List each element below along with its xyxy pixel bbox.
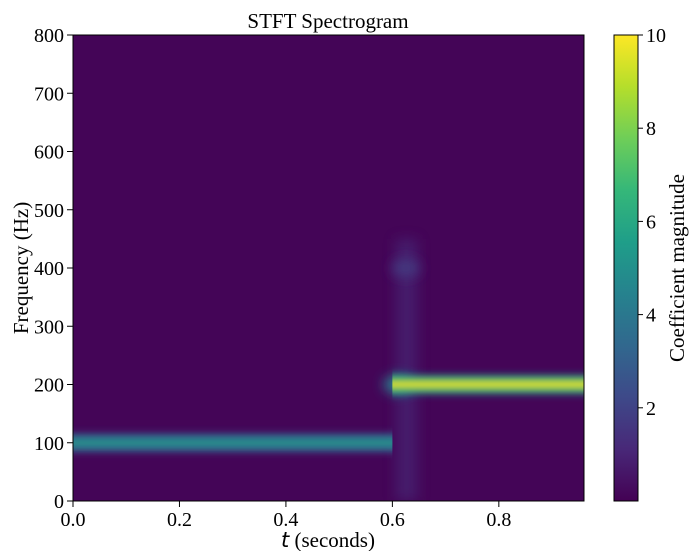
y-tick-label: 100	[34, 433, 64, 455]
plot-area	[72, 34, 585, 502]
x-axis-variable: t	[281, 528, 290, 551]
colorbar: 2 4 6 8 10 Coefficient magnitude	[613, 25, 689, 502]
colorbar-ticks: 2 4 6 8 10	[638, 25, 666, 420]
y-tick-label: 300	[34, 316, 64, 338]
transition-leakage	[395, 238, 418, 501]
chart-title: STFT Spectrogram	[247, 9, 408, 33]
y-tick-label: 700	[34, 83, 64, 105]
x-tick-label: 0.0	[61, 509, 86, 531]
x-tick-label: 0.4	[273, 509, 298, 531]
colorbar-tick-label: 8	[646, 118, 656, 140]
colorbar-tick-label: 4	[646, 305, 656, 327]
plot-background	[73, 35, 584, 501]
y-tick-label: 400	[34, 258, 64, 280]
frequency-band-0	[73, 438, 393, 447]
y-tick-label: 800	[34, 25, 64, 47]
colorbar-label: Coefficient magnitude	[665, 174, 689, 362]
x-axis-unit: (seconds)	[289, 528, 375, 551]
x-tick-label: 0.2	[167, 509, 192, 531]
y-tick-label: 500	[34, 200, 64, 222]
colorbar-tick-label: 2	[646, 398, 656, 420]
colorbar-tick-label: 10	[646, 25, 666, 47]
y-axis-label: Frequency (Hz)	[9, 202, 33, 334]
x-axis-label: t (seconds)	[281, 528, 375, 551]
spectrogram-marks	[73, 238, 584, 501]
x-tick-label: 0.8	[486, 509, 511, 531]
y-tick-label: 600	[34, 142, 64, 164]
y-tick-label: 200	[34, 375, 64, 397]
y-tick-label: 0	[54, 491, 64, 513]
x-axis: 0.0 0.2 0.4 0.6 0.8	[61, 501, 511, 531]
colorbar-gradient	[613, 34, 639, 502]
colorbar-tick-label: 6	[646, 211, 656, 233]
y-axis: 0 100 200 300 400 500 600 700 800	[34, 25, 73, 513]
frequency-band-1	[392, 380, 584, 389]
transient-blob-0	[391, 259, 420, 277]
x-tick-label: 0.6	[380, 509, 405, 531]
